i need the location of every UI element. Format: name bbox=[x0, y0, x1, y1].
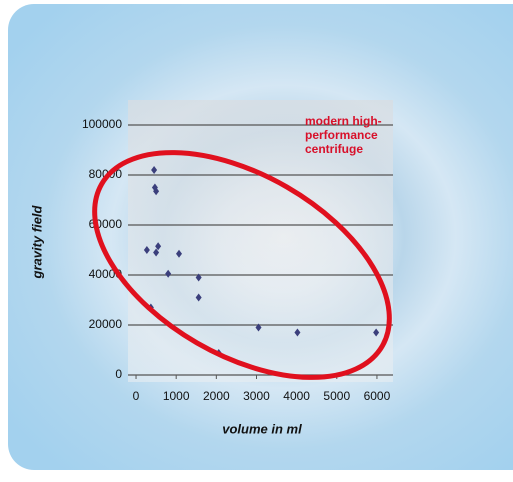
y-tick-label: 100000 bbox=[82, 117, 122, 131]
x-tick-label: 3000 bbox=[243, 389, 270, 403]
x-tick-label: 1000 bbox=[163, 389, 190, 403]
y-axis-label: gravity field bbox=[29, 204, 44, 279]
y-tick-label: 0 bbox=[115, 367, 122, 381]
x-tick-label: 2000 bbox=[203, 389, 230, 403]
x-tick-label: 6000 bbox=[364, 389, 391, 403]
x-axis-label: volume in ml bbox=[222, 421, 302, 436]
annotation: centrifuge bbox=[305, 142, 363, 156]
chart: gravity field volume in ml 0200004000060… bbox=[0, 0, 513, 477]
x-tick-label: 0 bbox=[133, 389, 140, 403]
x-tick-label: 5000 bbox=[323, 389, 350, 403]
annotation: performance bbox=[305, 128, 378, 142]
y-tick-label: 20000 bbox=[89, 317, 123, 331]
annotation: modern high- bbox=[305, 114, 382, 128]
x-tick-label: 4000 bbox=[283, 389, 310, 403]
